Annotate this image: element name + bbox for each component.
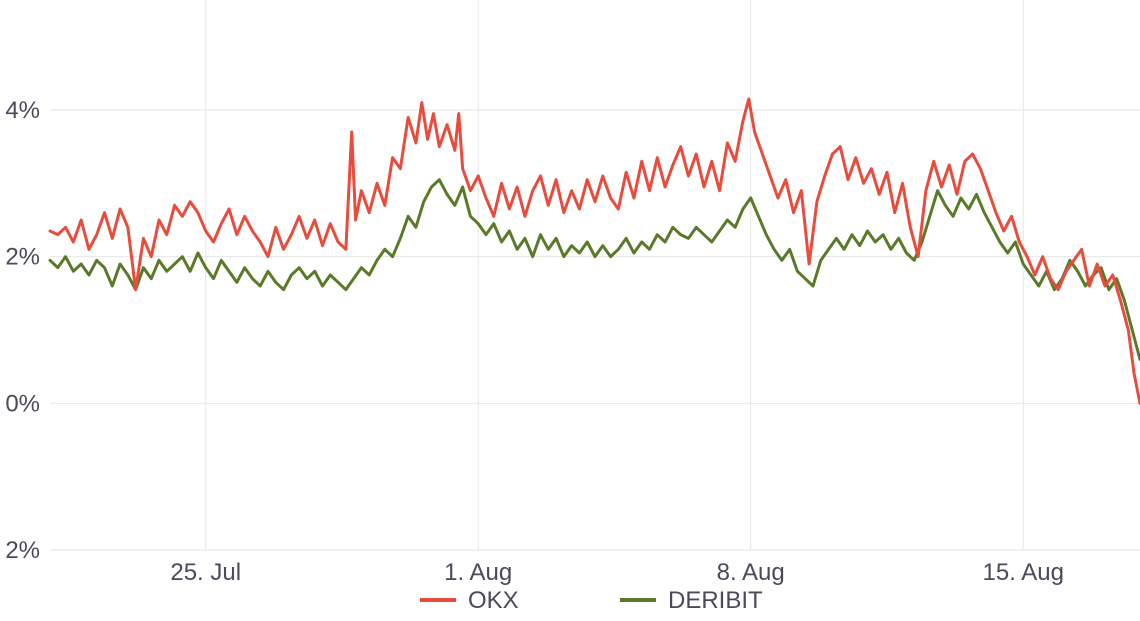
x-tick-label: 15. Aug: [983, 559, 1064, 586]
line-chart: 2% 0% 2% 4% 25. Jul 1. Aug 8. Aug 15. Aug OKX DER…: [0, 0, 1140, 621]
y-tick-label: 0%: [5, 390, 40, 417]
y-tick-label: 2%: [5, 537, 40, 564]
y-tick-label: 4%: [5, 97, 40, 124]
y-tick-label: 2%: [5, 244, 40, 271]
x-tick-label: 8. Aug: [717, 559, 785, 586]
chart-svg: 2% 0% 2% 4% 25. Jul 1. Aug 8. Aug 15. Aug OKX DER…: [0, 0, 1140, 621]
x-tick-label: 1. Aug: [444, 559, 512, 586]
legend-label: OKX: [468, 587, 519, 614]
legend-label: DERIBIT: [668, 587, 763, 614]
x-tick-label: 25. Jul: [170, 559, 241, 586]
chart-background: [0, 0, 1140, 621]
